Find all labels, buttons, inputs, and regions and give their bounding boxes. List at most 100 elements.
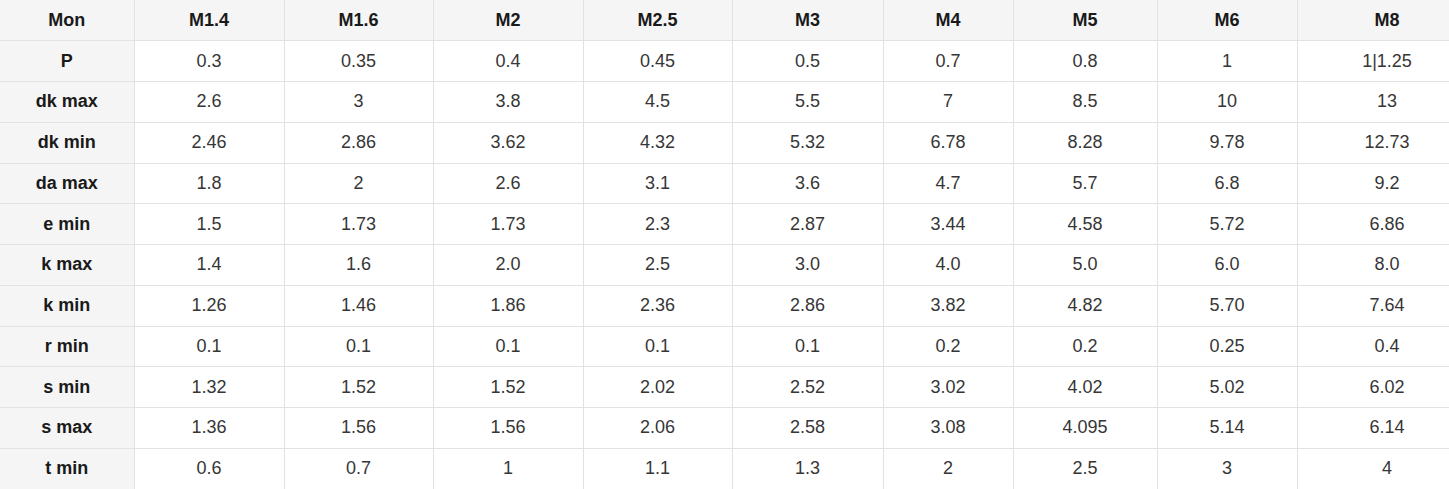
table-cell: 4.0 bbox=[883, 245, 1013, 286]
table-row-da-max: da max1.822.63.13.64.75.76.89.2 bbox=[0, 163, 1449, 204]
column-header-m6: M6 bbox=[1157, 0, 1297, 41]
table-cell: 3 bbox=[1157, 448, 1297, 489]
table-cell: 2.86 bbox=[284, 122, 433, 163]
table-cell: 0.1 bbox=[732, 326, 883, 367]
table-cell: 2.58 bbox=[732, 408, 883, 449]
table-cell: 3.44 bbox=[883, 204, 1013, 245]
table-cell: 5.72 bbox=[1157, 204, 1297, 245]
table-cell: 0.8 bbox=[1013, 41, 1157, 82]
table-cell: 7.64 bbox=[1297, 285, 1449, 326]
table-cell: 5.0 bbox=[1013, 245, 1157, 286]
table-cell: 0.35 bbox=[284, 41, 433, 82]
table-cell: 7 bbox=[883, 82, 1013, 123]
row-label: da max bbox=[0, 163, 134, 204]
table-cell: 0.1 bbox=[134, 326, 284, 367]
table-cell: 0.7 bbox=[883, 41, 1013, 82]
column-header-m2: M2 bbox=[433, 0, 583, 41]
table-cell: 2.86 bbox=[732, 285, 883, 326]
table-cell: 0.2 bbox=[1013, 326, 1157, 367]
table-cell: 3.62 bbox=[433, 122, 583, 163]
screw-spec-table: MonM1.4M1.6M2M2.5M3M4M5M6M8 P0.30.350.40… bbox=[0, 0, 1449, 489]
table-cell: 12.73 bbox=[1297, 122, 1449, 163]
table-cell: 0.1 bbox=[433, 326, 583, 367]
table-cell: 3.82 bbox=[883, 285, 1013, 326]
table-row-dk-min: dk min2.462.863.624.325.326.788.289.7812… bbox=[0, 122, 1449, 163]
table-cell: 6.78 bbox=[883, 122, 1013, 163]
table-cell: 4.82 bbox=[1013, 285, 1157, 326]
row-label: P bbox=[0, 41, 134, 82]
table-cell: 0.3 bbox=[134, 41, 284, 82]
table-cell: 1.56 bbox=[433, 408, 583, 449]
table-cell: 0.1 bbox=[583, 326, 732, 367]
table-cell: 1.32 bbox=[134, 367, 284, 408]
table-cell: 13 bbox=[1297, 82, 1449, 123]
table-row-s-min: s min1.321.521.522.022.523.024.025.026.0… bbox=[0, 367, 1449, 408]
table-cell: 3.6 bbox=[732, 163, 883, 204]
table-cell: 5.70 bbox=[1157, 285, 1297, 326]
table-cell: 6.8 bbox=[1157, 163, 1297, 204]
table-cell: 1.3 bbox=[732, 448, 883, 489]
table-cell: 3 bbox=[284, 82, 433, 123]
table-cell: 2 bbox=[284, 163, 433, 204]
table-cell: 1.6 bbox=[284, 245, 433, 286]
table-cell: 0.4 bbox=[433, 41, 583, 82]
table-cell: 2.52 bbox=[732, 367, 883, 408]
table-cell: 1.36 bbox=[134, 408, 284, 449]
table-cell: 5.7 bbox=[1013, 163, 1157, 204]
table-cell: 4.095 bbox=[1013, 408, 1157, 449]
table-header: MonM1.4M1.6M2M2.5M3M4M5M6M8 bbox=[0, 0, 1449, 41]
table-cell: 1 bbox=[1157, 41, 1297, 82]
table-cell: 3.0 bbox=[732, 245, 883, 286]
table-cell: 1.26 bbox=[134, 285, 284, 326]
table-cell: 9.78 bbox=[1157, 122, 1297, 163]
table-cell: 2 bbox=[883, 448, 1013, 489]
table-cell: 1.73 bbox=[433, 204, 583, 245]
table-cell: 4.02 bbox=[1013, 367, 1157, 408]
table-cell: 4.58 bbox=[1013, 204, 1157, 245]
table-cell: 6.86 bbox=[1297, 204, 1449, 245]
table-cell: 0.7 bbox=[284, 448, 433, 489]
corner-header-mon: Mon bbox=[0, 0, 134, 41]
table-cell: 2.0 bbox=[433, 245, 583, 286]
table-row-dk-max: dk max2.633.84.55.578.51013 bbox=[0, 82, 1449, 123]
spec-table-container: MonM1.4M1.6M2M2.5M3M4M5M6M8 P0.30.350.40… bbox=[0, 0, 1449, 489]
table-cell: 1.56 bbox=[284, 408, 433, 449]
table-cell: 2.02 bbox=[583, 367, 732, 408]
column-header-m5: M5 bbox=[1013, 0, 1157, 41]
header-row: MonM1.4M1.6M2M2.5M3M4M5M6M8 bbox=[0, 0, 1449, 41]
table-cell: 2.5 bbox=[1013, 448, 1157, 489]
table-cell: 1.5 bbox=[134, 204, 284, 245]
table-cell: 2.3 bbox=[583, 204, 732, 245]
row-label: r min bbox=[0, 326, 134, 367]
column-header-m1-6: M1.6 bbox=[284, 0, 433, 41]
column-header-m2-5: M2.5 bbox=[583, 0, 732, 41]
table-cell: 4.32 bbox=[583, 122, 732, 163]
table-cell: 0.5 bbox=[732, 41, 883, 82]
row-label: s min bbox=[0, 367, 134, 408]
table-cell: 1.46 bbox=[284, 285, 433, 326]
table-cell: 2.6 bbox=[433, 163, 583, 204]
row-label: k max bbox=[0, 245, 134, 286]
row-label: dk max bbox=[0, 82, 134, 123]
table-cell: 2.06 bbox=[583, 408, 732, 449]
row-label: t min bbox=[0, 448, 134, 489]
row-label: dk min bbox=[0, 122, 134, 163]
table-cell: 3.08 bbox=[883, 408, 1013, 449]
table-row-t-min: t min0.60.711.11.322.534 bbox=[0, 448, 1449, 489]
table-body: P0.30.350.40.450.50.70.811|1.25dk max2.6… bbox=[0, 41, 1449, 489]
table-cell: 0.4 bbox=[1297, 326, 1449, 367]
table-cell: 3.1 bbox=[583, 163, 732, 204]
table-cell: 6.0 bbox=[1157, 245, 1297, 286]
table-cell: 0.6 bbox=[134, 448, 284, 489]
table-cell: 2.5 bbox=[583, 245, 732, 286]
table-row-k-min: k min1.261.461.862.362.863.824.825.707.6… bbox=[0, 285, 1449, 326]
table-cell: 0.45 bbox=[583, 41, 732, 82]
table-cell: 5.14 bbox=[1157, 408, 1297, 449]
column-header-m4: M4 bbox=[883, 0, 1013, 41]
table-row-k-max: k max1.41.62.02.53.04.05.06.08.0 bbox=[0, 245, 1449, 286]
table-cell: 4.5 bbox=[583, 82, 732, 123]
row-label: k min bbox=[0, 285, 134, 326]
table-cell: 10 bbox=[1157, 82, 1297, 123]
table-row-r-min: r min0.10.10.10.10.10.20.20.250.4 bbox=[0, 326, 1449, 367]
row-label: e min bbox=[0, 204, 134, 245]
